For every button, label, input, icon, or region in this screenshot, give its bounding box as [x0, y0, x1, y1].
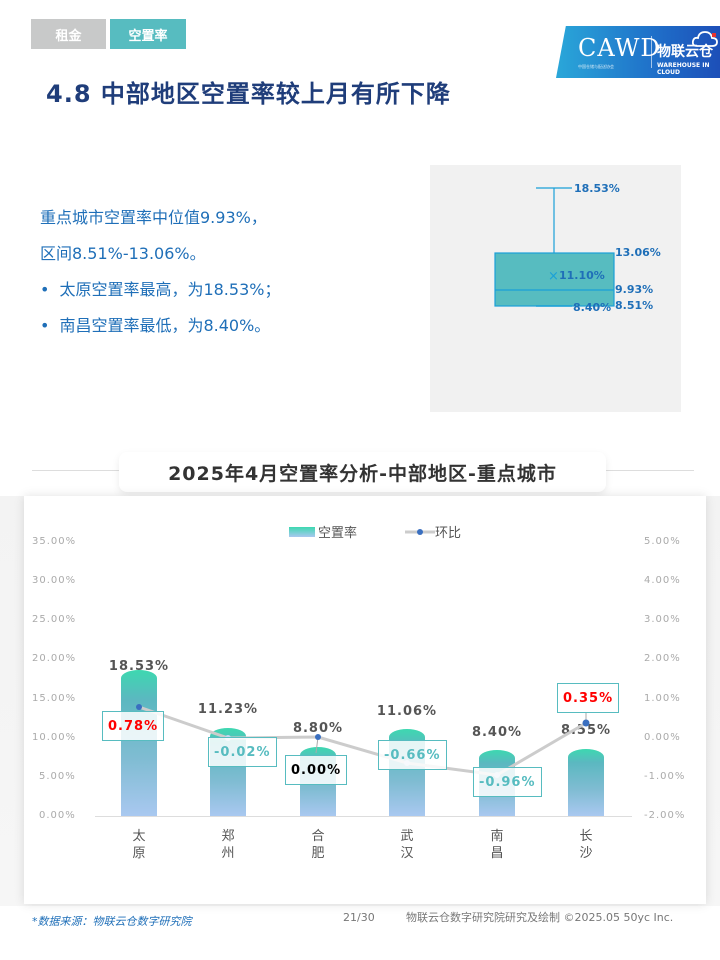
bar-taiyuan[interactable]	[121, 670, 157, 816]
x-label-zhengzhou: 郑州	[221, 829, 235, 861]
y-tick-left: 10.00%	[32, 732, 77, 743]
mom-label: 0.78%	[102, 711, 165, 741]
logo-cn-text: 物联云仓	[657, 44, 713, 60]
summary-bullet: 南昌空置率最低，为8.40%。	[40, 308, 280, 344]
cawd-logo: CAWD 中国仓储与配送协会 物联云仓 WAREHOUSE IN CLOUD	[556, 26, 720, 78]
box-plot: 18.53% 13.06% × 11.10% 9.93% 8.51% 8.40%	[430, 165, 681, 412]
bar-value-label: 8.40%	[471, 725, 523, 740]
page-title: 4.8 中部地区空置率较上月有所下降	[46, 80, 451, 108]
tab-vacancy[interactable]: 空置率	[110, 19, 186, 49]
bar-value-label: 18.53%	[108, 659, 170, 674]
bp-q3-label: 13.06%	[615, 246, 661, 259]
divider	[604, 470, 694, 471]
mean-marker-icon: ×	[548, 269, 559, 284]
bp-max-label: 18.53%	[574, 182, 620, 195]
y-tick-right: -1.00%	[644, 771, 686, 782]
bar-value-label: 8.80%	[292, 721, 344, 736]
y-tick-right: -2.00%	[644, 810, 686, 821]
bar-changsha[interactable]	[568, 749, 604, 816]
logo-divider	[651, 36, 652, 68]
bar-value-label: 11.23%	[197, 702, 259, 717]
bp-mean-label: 11.10%	[559, 269, 605, 282]
y-tick-right: 0.00%	[644, 732, 681, 743]
line-dot-icon	[405, 528, 435, 535]
cloud-icon	[692, 31, 718, 47]
bar-value-label: 11.06%	[376, 704, 438, 719]
logo-sub-text: 中国仓储与配送协会	[578, 64, 614, 69]
box-plot-graphic	[494, 187, 615, 307]
y-tick-left: 5.00%	[39, 771, 76, 782]
y-tick-right: 4.00%	[644, 575, 681, 586]
data-source: *数据来源：物联云仓数字研究院	[32, 915, 192, 928]
mom-label: 0.35%	[557, 683, 620, 713]
x-label-changsha: 长沙	[579, 829, 593, 861]
logo-en-text: WAREHOUSE IN CLOUD	[657, 62, 710, 76]
x-label-wuhan: 武汉	[400, 829, 414, 861]
bp-median-label: 9.93%	[615, 283, 654, 296]
page-number: 21/30	[343, 911, 375, 924]
logo-cawd-text: CAWD	[578, 34, 661, 62]
x-axis-line	[95, 816, 632, 817]
mom-label: -0.02%	[208, 737, 277, 767]
divider	[32, 470, 122, 471]
legend-bar-label: 空置率	[318, 526, 358, 541]
bp-min-label: 8.40%	[573, 301, 612, 314]
bar-value-label: 8.55%	[560, 723, 612, 738]
mom-label: -0.96%	[473, 767, 542, 797]
mom-label: 0.00%	[285, 755, 348, 785]
legend-bar[interactable]: 空置率	[289, 522, 357, 541]
x-label-nanchang: 南昌	[490, 829, 504, 861]
y-tick-right: 2.00%	[644, 653, 681, 664]
chart-section-title: 2025年4月空置率分析-中部地区-重点城市	[119, 452, 606, 492]
tab-rent[interactable]: 租金	[31, 19, 106, 49]
legend-line-label: 环比	[435, 526, 462, 541]
copyright: 物联云仓数字研究院研究及绘制 ©2025.05 50yc Inc.	[406, 911, 674, 924]
summary-line: 区间8.51%-13.06%。	[40, 244, 206, 263]
summary-text: 重点城市空置率中位值9.93%， 区间8.51%-13.06%。 太原空置率最高…	[40, 200, 280, 344]
y-tick-right: 3.00%	[644, 614, 681, 625]
legend-line[interactable]: 环比	[405, 522, 461, 541]
y-tick-right: 5.00%	[644, 536, 681, 547]
mom-label: -0.66%	[378, 740, 447, 770]
y-tick-left: 30.00%	[32, 575, 77, 586]
y-tick-left: 15.00%	[32, 693, 77, 704]
y-tick-left: 25.00%	[32, 614, 77, 625]
y-tick-right: 1.00%	[644, 693, 681, 704]
bp-q1-label: 8.51%	[615, 299, 654, 312]
y-tick-left: 0.00%	[39, 810, 76, 821]
bar-swatch-icon	[289, 526, 315, 537]
y-tick-left: 20.00%	[32, 653, 77, 664]
summary-line: 重点城市空置率中位值9.93%，	[40, 208, 267, 227]
x-label-hefei: 合肥	[311, 829, 325, 861]
x-label-taiyuan: 太原	[132, 829, 146, 861]
summary-bullet: 太原空置率最高，为18.53%；	[40, 272, 280, 308]
y-tick-left: 35.00%	[32, 536, 77, 547]
